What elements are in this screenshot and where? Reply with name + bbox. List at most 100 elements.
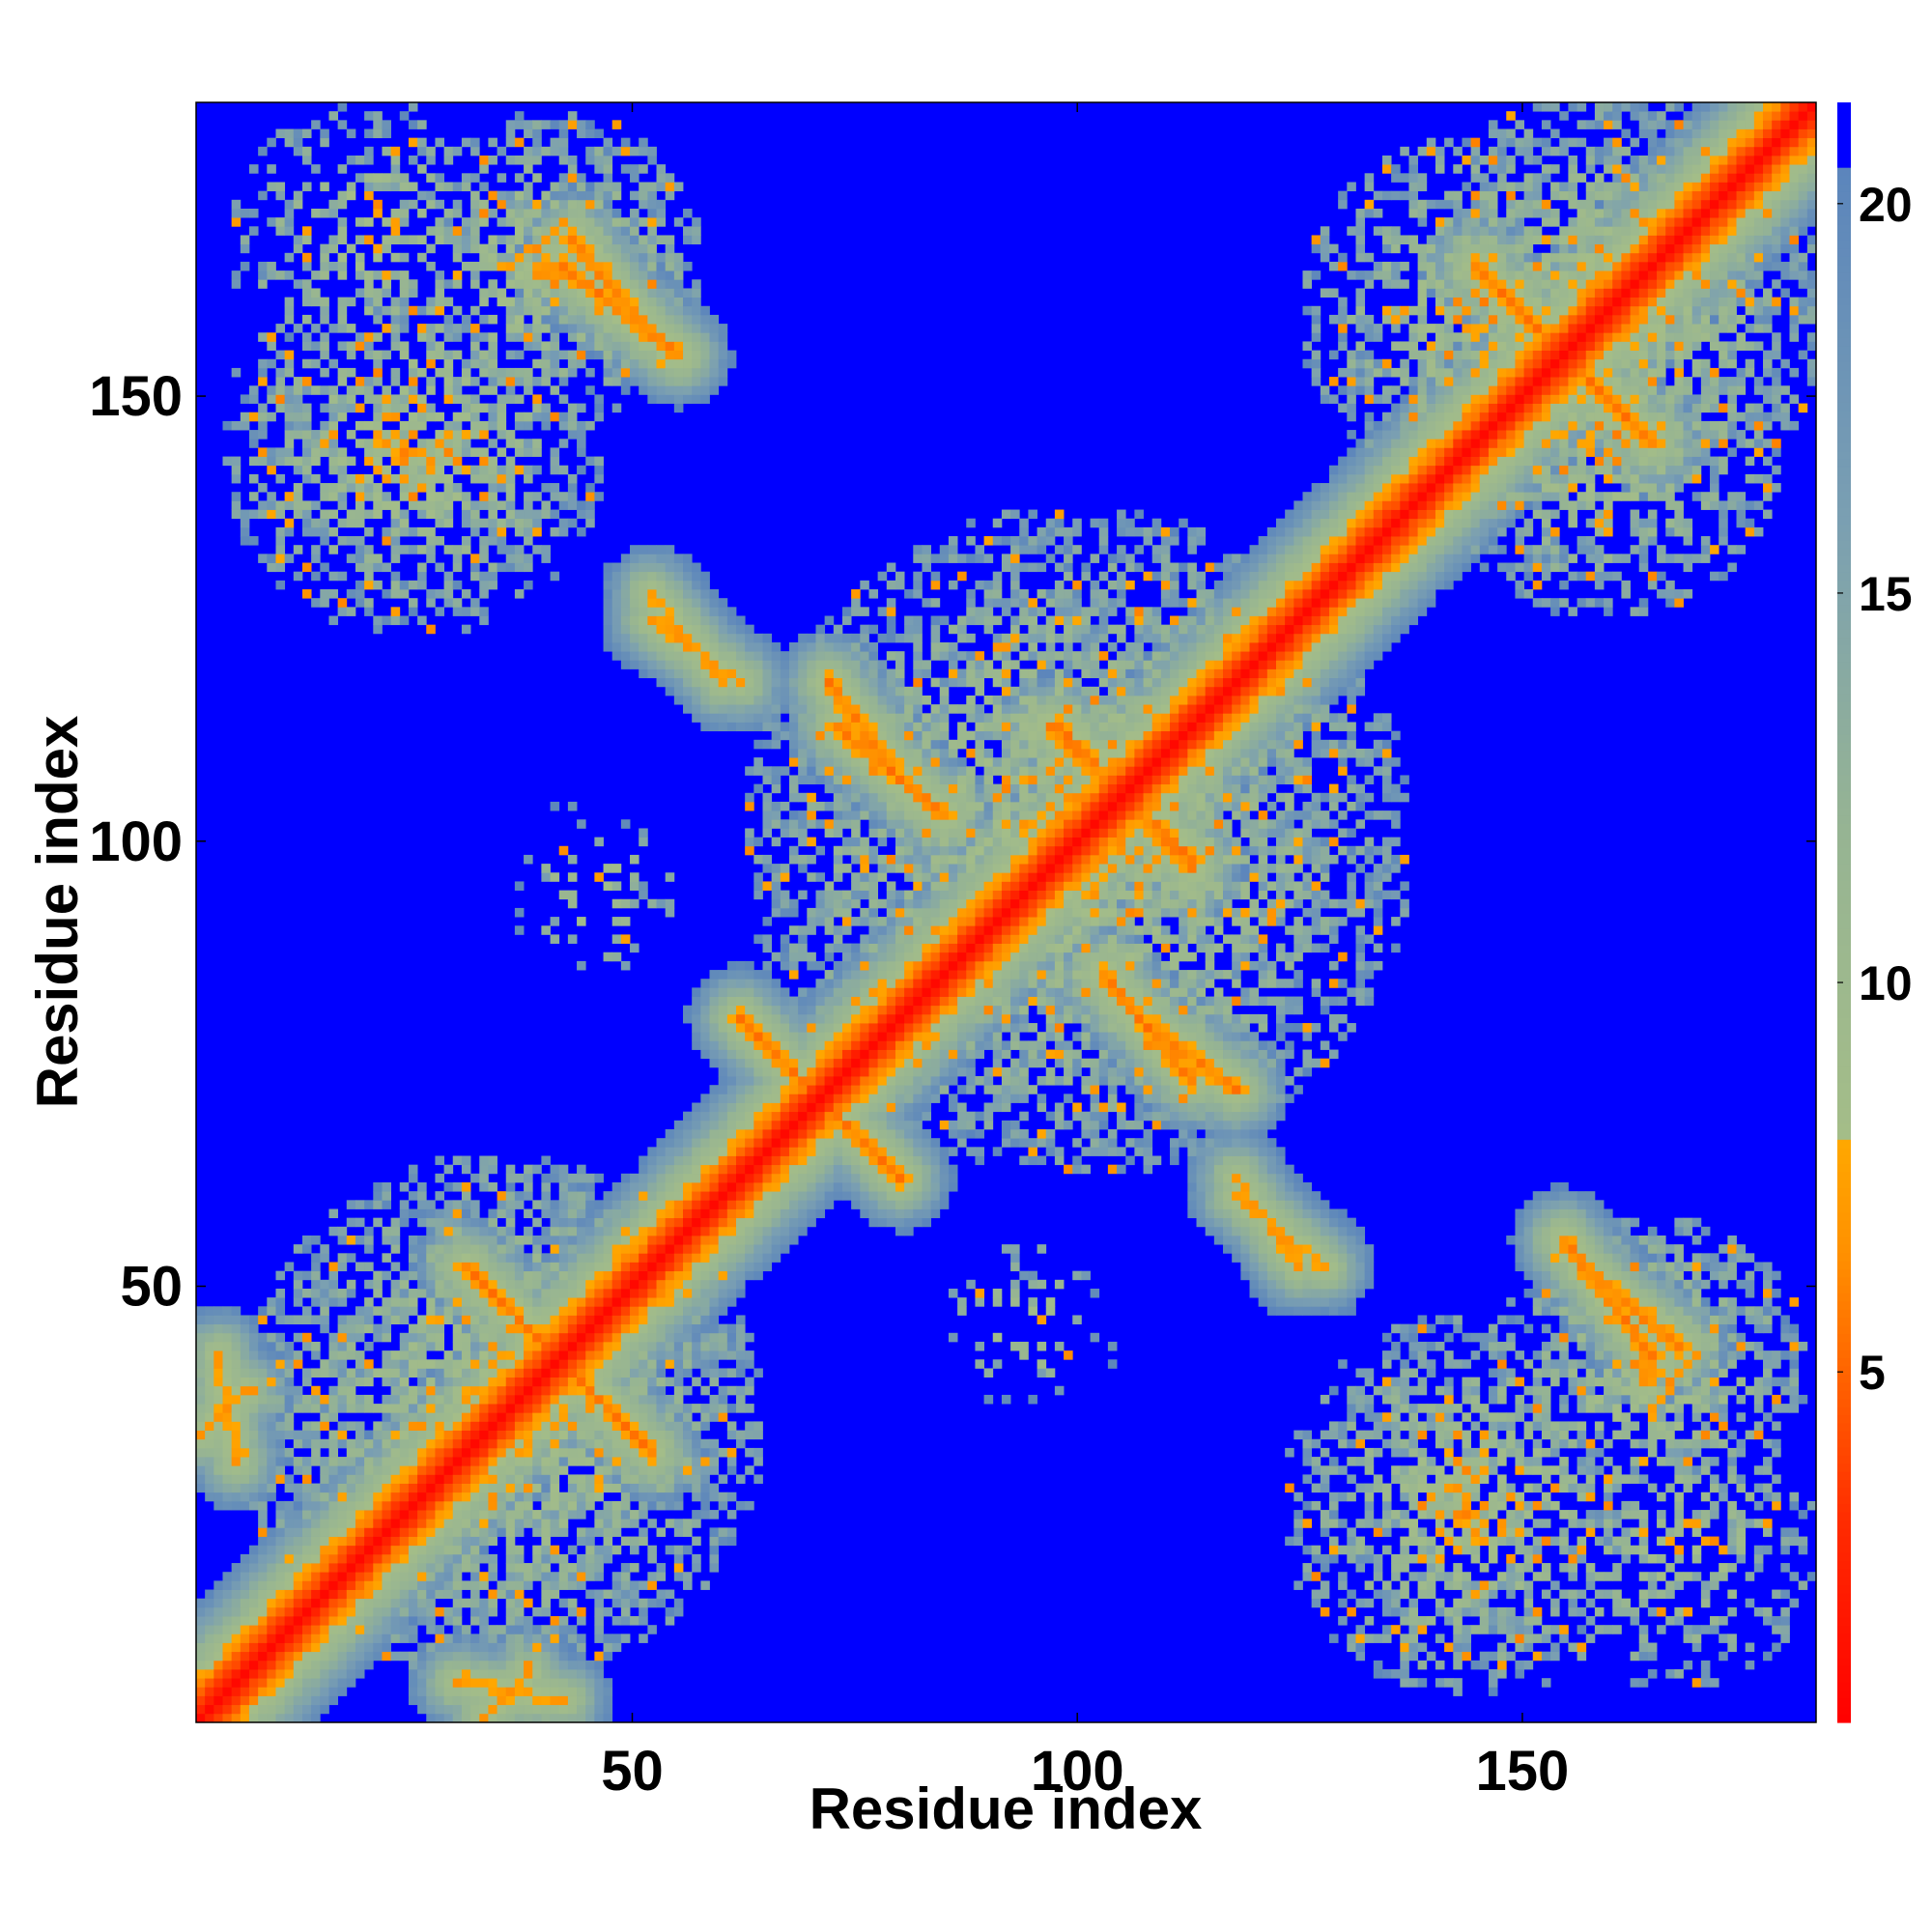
heatmap-cell [284,1598,295,1608]
heatmap-cell [231,1350,242,1360]
heatmap-cell [213,1598,223,1608]
heatmap-cell [293,243,303,254]
heatmap-cell [639,235,648,245]
heatmap-cell [479,358,489,369]
heatmap-cell [267,1545,276,1555]
heatmap-cell [275,1341,286,1351]
heatmap-cell [630,1492,639,1502]
heatmap-cell [505,261,516,271]
heatmap-cell [258,456,268,467]
heatmap-cell [603,952,613,962]
heatmap-cell [284,1642,295,1653]
heatmap-cell [585,1191,595,1201]
heatmap-cell [567,1500,578,1511]
heatmap-cell [301,155,312,165]
heatmap-cell [514,439,525,448]
heatmap-cell [594,270,604,280]
heatmap-cell [532,1572,542,1581]
heatmap-cell [532,146,542,156]
heatmap-cell [399,1580,410,1590]
heatmap-cell [461,1182,471,1192]
heatmap-cell [514,1279,525,1290]
heatmap-cell [452,598,463,608]
heatmap-cell [390,403,401,413]
heatmap-cell [293,1642,303,1653]
heatmap-cell [417,146,427,156]
heatmap-cell [567,243,578,254]
heatmap-cell [470,571,480,582]
heatmap-cell [585,226,595,236]
heatmap-cell [205,1323,214,1334]
heatmap-cell [505,120,516,129]
heatmap-cell [328,1695,339,1706]
heatmap-cell [452,1527,463,1537]
heatmap-cell [673,1155,684,1166]
heatmap-cell [364,270,374,280]
heatmap-cell [639,1430,648,1440]
heatmap-cell [301,1421,312,1431]
heatmap-cell [709,1244,720,1254]
heatmap-cell [248,1465,259,1475]
heatmap-cell [293,1572,303,1581]
heatmap-cell [470,1253,480,1263]
heatmap-cell [258,483,268,493]
heatmap-cell [408,1412,418,1422]
heatmap-cell [284,1315,295,1325]
heatmap-cell [293,1394,303,1405]
heatmap-cell [585,1235,595,1245]
heatmap-cell [736,1129,746,1139]
heatmap-cell [443,324,454,333]
heatmap-cell [524,324,533,333]
heatmap-cell [620,1536,631,1547]
heatmap-cell [736,651,746,661]
heatmap-cell [301,128,312,139]
heatmap-cell [408,1545,418,1555]
heatmap-cell [284,137,295,148]
heatmap-cell [408,1323,418,1334]
heatmap-cell [577,182,586,192]
heatmap-cell [577,1563,586,1573]
heatmap-cell [328,1553,339,1564]
heatmap-cell [656,1368,667,1378]
heatmap-cell [452,1457,463,1466]
heatmap-cell [745,1032,754,1041]
heatmap-cell [524,377,533,386]
heatmap-cell [611,1368,622,1378]
heatmap-cell [470,1580,480,1590]
heatmap-cell [311,1279,321,1290]
heatmap-cell [700,394,710,404]
heatmap-cell [567,430,578,440]
heatmap-cell [258,1616,268,1626]
heatmap-cell [382,1200,391,1209]
heatmap-cell [426,1438,436,1449]
heatmap-cell [611,1438,622,1449]
heatmap-cell [497,1447,507,1458]
heatmap-cell [692,1430,701,1440]
heatmap-cell [683,297,693,307]
heatmap-cell [558,377,569,386]
heatmap-cell [364,377,374,386]
heatmap-cell [505,1253,516,1263]
heatmap-cell [320,261,329,271]
heatmap-cell [673,677,684,688]
heatmap-cell [488,243,497,254]
heatmap-cell [301,1642,312,1653]
heatmap-cell [346,1323,356,1334]
heatmap-cell [726,607,737,616]
heatmap-cell [267,1589,276,1600]
heatmap-cell [408,1208,418,1219]
heatmap-cell [620,1359,631,1369]
heatmap-cell [275,1651,286,1662]
heatmap-cell [550,1492,560,1502]
heatmap-cell [577,358,586,369]
heatmap-cell [550,1377,560,1387]
heatmap-cell [275,377,286,386]
heatmap-cell [479,1270,489,1281]
heatmap-cell [382,1404,391,1413]
heatmap-cell [603,589,613,599]
heatmap-cell [337,412,348,422]
heatmap-cell [284,1589,295,1600]
heatmap-cell [700,1510,710,1520]
heatmap-cell [470,1606,480,1617]
heatmap-cell [382,173,391,183]
